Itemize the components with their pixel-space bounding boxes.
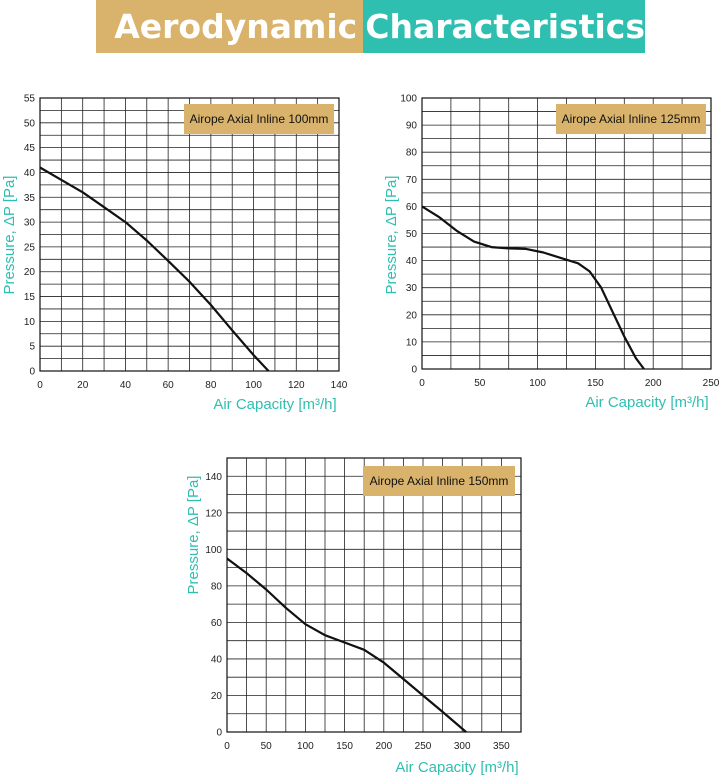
x-tick-label: 250 (703, 378, 720, 389)
plot-frame (226, 457, 522, 733)
series-line (39, 166, 270, 372)
x-tick-label: 200 (375, 741, 392, 752)
y-tick-label: 40 (24, 168, 36, 179)
series-line (421, 205, 645, 370)
x-tick-label: 100 (297, 741, 314, 752)
x-tick-label: 0 (419, 378, 425, 389)
y-tick-label: 140 (205, 472, 222, 483)
y-tick-label: 0 (29, 367, 35, 378)
y-tick-label: 40 (406, 256, 418, 267)
legend-box (363, 466, 515, 496)
y-tick-label: 55 (24, 94, 36, 105)
y-tick-label: 90 (406, 121, 418, 132)
x-tick-label: 50 (474, 378, 486, 389)
plot-area: 0 50 100 150 200 250 300 350 0 20 40 60 80 100 120 140 A… (185, 457, 522, 776)
y-tick-label: 40 (211, 654, 223, 665)
plot-frame (39, 97, 340, 372)
x-tick-label: 20 (77, 380, 89, 391)
y-tick-label: 20 (406, 310, 418, 321)
y-tick-label: 80 (211, 581, 223, 592)
series-line (226, 557, 467, 733)
y-tick-label: 60 (406, 202, 418, 213)
plot-area: 0 50 100 150 200 250 0 10 20 30 40 50 60 70 80 90 100 Air… (383, 94, 720, 412)
chart-title: Airope Axial Inline 100mm (190, 112, 329, 126)
chart-title: Airope Axial Inline 125mm (562, 112, 701, 126)
y-tick-label: 100 (205, 545, 222, 556)
x-tick-label: 200 (645, 378, 662, 389)
y-tick-label: 70 (406, 175, 418, 186)
x-tick-label: 50 (261, 741, 273, 752)
x-axis-title: Air Capacity [m³/h] (213, 396, 336, 413)
y-tick-label: 50 (406, 229, 418, 240)
chart-title: Airope Axial Inline 150mm (370, 474, 509, 488)
y-tick-label: 0 (411, 365, 417, 376)
y-tick-label: 20 (24, 267, 36, 278)
y-tick-label: 45 (24, 143, 36, 154)
y-tick-label: 25 (24, 242, 36, 253)
y-tick-label: 50 (24, 118, 36, 129)
x-tick-label: 0 (37, 380, 43, 391)
title-left: Aerodynamic (96, 0, 364, 53)
plot-frame (421, 97, 712, 370)
y-tick-label: 10 (24, 317, 36, 328)
x-tick-label: 40 (120, 380, 132, 391)
x-tick-label: 120 (288, 380, 305, 391)
y-axis-title: Pressure, ΔP [Pa] (185, 476, 202, 595)
plot-area: 0 20 40 60 80 100 120 140 0 5 10 15 20 25 30 35 40 45 50 55… (1, 94, 348, 414)
x-tick-label: 60 (163, 380, 175, 391)
title-right: Characteristics (363, 0, 645, 53)
y-tick-label: 10 (406, 337, 418, 348)
y-tick-label: 30 (406, 283, 418, 294)
y-tick-label: 20 (211, 691, 223, 702)
x-tick-label: 150 (336, 741, 353, 752)
y-tick-label: 120 (205, 508, 222, 519)
x-tick-label: 100 (245, 380, 262, 391)
x-axis-title: Air Capacity [m³/h] (395, 759, 518, 776)
y-axis-title: Pressure, ΔP [Pa] (1, 176, 18, 295)
y-tick-label: 5 (29, 342, 35, 353)
x-tick-label: 250 (415, 741, 432, 752)
x-axis-title: Air Capacity [m³/h] (585, 394, 708, 411)
y-tick-label: 60 (211, 618, 223, 629)
y-tick-label: 35 (24, 193, 36, 204)
y-tick-label: 30 (24, 218, 36, 229)
x-tick-label: 350 (493, 741, 510, 752)
legend-box (184, 104, 334, 134)
x-tick-label: 140 (331, 380, 348, 391)
x-tick-label: 0 (224, 741, 230, 752)
x-tick-label: 300 (454, 741, 471, 752)
y-tick-label: 100 (400, 94, 417, 105)
y-axis-title: Pressure, ΔP [Pa] (383, 176, 400, 295)
y-tick-label: 80 (406, 148, 418, 159)
y-tick-label: 15 (24, 292, 36, 303)
x-tick-label: 100 (529, 378, 546, 389)
x-tick-label: 80 (205, 380, 217, 391)
y-tick-label: 0 (216, 728, 222, 739)
legend-box (556, 104, 706, 134)
x-tick-label: 150 (587, 378, 604, 389)
title-banner: Aerodynamic Characteristics (96, 0, 645, 53)
